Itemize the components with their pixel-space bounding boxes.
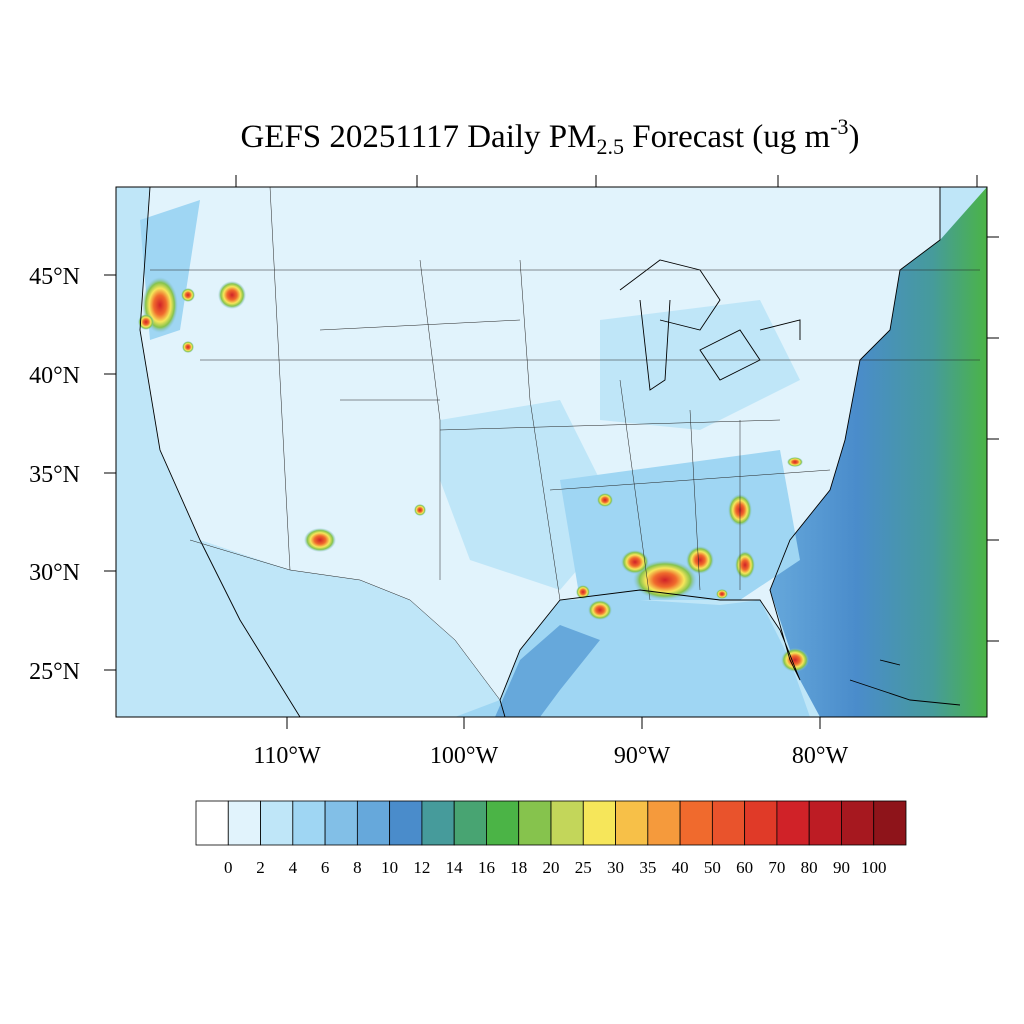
colorbar-label: 35: [639, 858, 656, 877]
colorbar-box: [582, 800, 616, 846]
title-main: GEFS 20251117 Daily PM: [240, 119, 596, 155]
lon-label: 100°W: [430, 743, 499, 769]
colorbar-label: 70: [768, 858, 785, 877]
colorbar-box: [486, 800, 520, 846]
colorbar-label: 14: [446, 858, 464, 877]
caribbean: [849, 659, 961, 706]
colorbar-box: [356, 800, 391, 846]
colorbar-label: 90: [833, 858, 850, 877]
colorbar-box: [227, 800, 261, 846]
map-frame: [115, 186, 988, 718]
axis-labels: 45°N 40°N 35°N 30°N 25°N 110°W 100°W 90°W 80°W: [29, 264, 848, 769]
frame-ticks: [104, 175, 999, 729]
colorbar-box: [453, 800, 487, 846]
colorbar-box: [808, 800, 842, 846]
colorbar: 0 2 4 6 8 10 12 14 16 18 20 25 30 35 40 50 60 70 80 90 100: [195, 800, 907, 877]
map: [116, 187, 987, 717]
title-sup: -3: [830, 114, 848, 139]
lat-label: 25°N: [29, 659, 80, 685]
midwest-haze: [600, 300, 800, 430]
lon-label: 110°W: [253, 743, 321, 769]
colorbar-box: [389, 800, 423, 846]
colorbar-label: 8: [353, 858, 362, 877]
pacific-coast: [139, 187, 301, 717]
lat-label: 40°N: [29, 363, 80, 389]
colorbar-box: [711, 800, 746, 846]
colorbar-box: [841, 800, 875, 846]
colorbar-box: [647, 800, 681, 846]
colorbar-box: [550, 800, 584, 846]
colorbar-label: 20: [543, 858, 560, 877]
colorbar-box: [679, 800, 713, 846]
colorbar-box: [324, 800, 358, 846]
colorbar-box: [260, 800, 294, 846]
colorbar-label: 25: [575, 858, 592, 877]
lat-label: 45°N: [29, 264, 80, 290]
colorbar-label: 80: [801, 858, 818, 877]
colorbar-label: 16: [478, 858, 495, 877]
lon-label: 80°W: [792, 743, 849, 769]
title-mid: Forecast (ug m: [624, 119, 831, 155]
lat-label: 35°N: [29, 462, 80, 488]
colorbar-box: [292, 800, 326, 846]
colorbar-label: 10: [381, 858, 398, 877]
colorbar-label: 18: [510, 858, 527, 877]
colorbar-box: [776, 800, 810, 846]
colorbar-label: 50: [704, 858, 721, 877]
colorbar-box: [615, 800, 649, 846]
title-sub: 2.5: [596, 134, 624, 159]
colorbar-label: 4: [289, 858, 298, 877]
title-end: ): [849, 119, 860, 155]
colorbar-label: 30: [607, 858, 624, 877]
great-lakes: [619, 259, 801, 391]
colorbar-box: [518, 800, 552, 846]
lon-label: 90°W: [614, 743, 671, 769]
colorbar-label: 2: [256, 858, 265, 877]
colorbar-box: [421, 800, 455, 846]
map-title: GEFS 20251117 Daily PM2.5 Forecast (ug m…: [240, 114, 859, 159]
colorbar-label: 0: [224, 858, 233, 877]
colorbar-box: [873, 800, 907, 846]
colorbar-label: 100: [861, 858, 887, 877]
state-lines: [150, 187, 980, 701]
colorbar-label: 60: [736, 858, 753, 877]
colorbar-box: [195, 800, 229, 846]
colorbar-box: [744, 800, 778, 846]
gulf-coast-water: [495, 625, 600, 717]
colorbar-label: 12: [413, 858, 430, 877]
colorbar-label: 6: [321, 858, 330, 877]
colorbar-label: 40: [672, 858, 689, 877]
atlantic: [770, 187, 987, 717]
lat-label: 30°N: [29, 560, 80, 586]
